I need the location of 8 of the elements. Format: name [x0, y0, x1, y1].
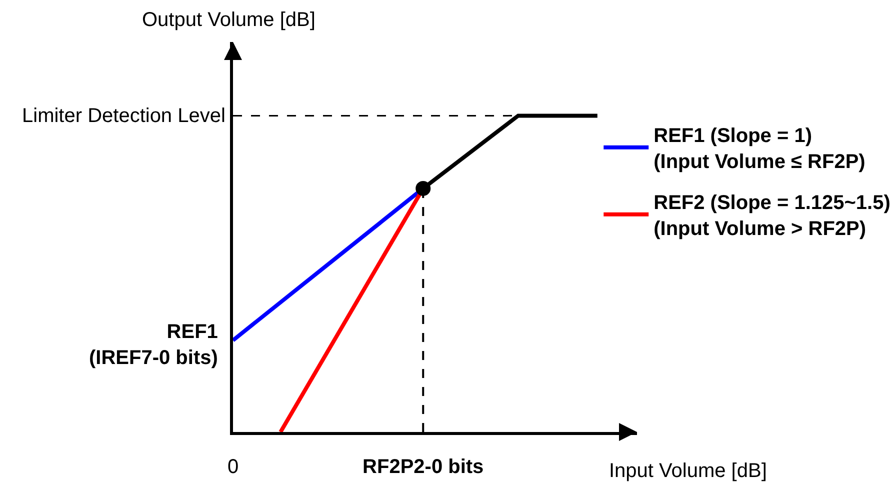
x-axis-title: Input Volume [dB] [609, 460, 767, 482]
ref-line-label: Limiter Detection Level [22, 105, 226, 127]
y-axis-title: Output Volume [dB] [142, 9, 316, 31]
x-tick-label: RF2P2-0 bits [362, 456, 484, 478]
annotation: REF1 (IREF7-0 bits) [89, 321, 218, 369]
legend-label: REF2 (Slope = 1.125~1.5) (Input Volume > RF2P) [654, 192, 890, 240]
legend-label: REF1 (Slope = 1) (Input Volume ≤ RF2P) [654, 125, 866, 174]
x-tick-label: 0 [227, 456, 239, 478]
